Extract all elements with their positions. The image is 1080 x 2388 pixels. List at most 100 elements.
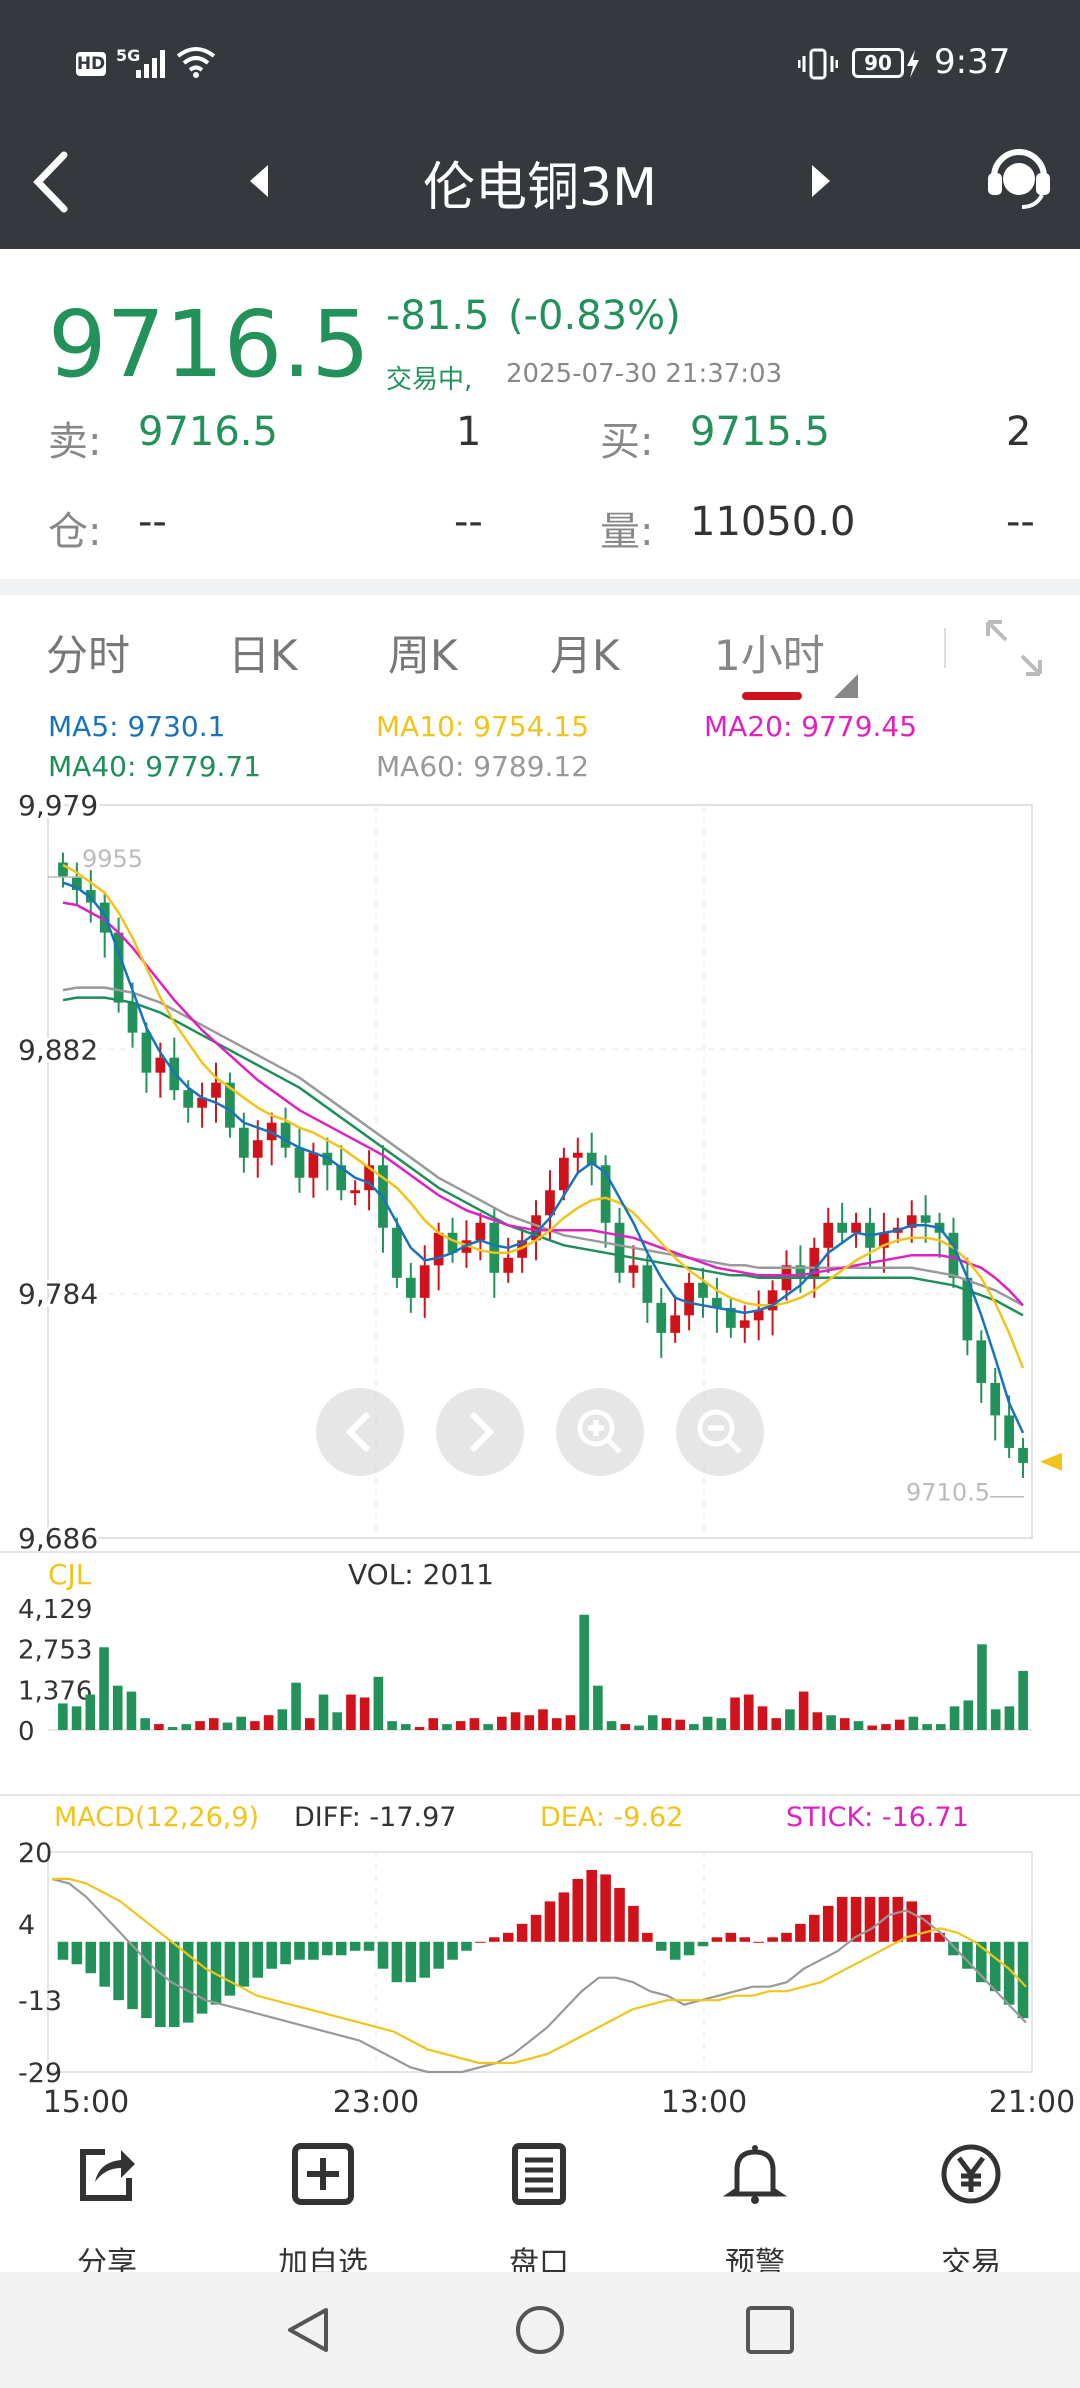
- volume-y-tick: 0: [18, 1717, 35, 1747]
- ma60-line: [62, 986, 1024, 1307]
- macd-stick-bar: [433, 1941, 444, 1969]
- share-icon: [80, 2149, 135, 2201]
- macd-stick-bar: [155, 1941, 166, 2028]
- macd-stick-bar: [502, 1932, 514, 1942]
- x-axis-tick: 23:00: [333, 2085, 419, 2120]
- candle-body: [211, 1082, 221, 1098]
- macd-stick-bar: [614, 1887, 625, 1942]
- macd-stick-bar: [669, 1941, 681, 1960]
- candle-body: [238, 1127, 249, 1158]
- volume-bar: [949, 1706, 960, 1730]
- ma20-legend: MA20: 9779.45: [704, 710, 918, 743]
- volume-bar: [510, 1712, 521, 1730]
- macd-stick-bar: [642, 1932, 653, 1942]
- customer-service-icon[interactable]: [986, 143, 1052, 213]
- tab-daily-k[interactable]: 日K: [228, 631, 298, 680]
- volume-bar: [743, 1694, 754, 1730]
- candle-body: [447, 1232, 458, 1253]
- volume-bar: [922, 1724, 932, 1730]
- volume-bar: [990, 1709, 1001, 1730]
- kline-chart[interactable]: 9,979 9,882 9,784 9,686 9955 9710.5 CJL VOL: 20…: [0, 780, 1080, 2120]
- candle-body: [1004, 1415, 1014, 1448]
- volume-bar: [647, 1715, 658, 1730]
- next-contract-icon[interactable]: [808, 163, 832, 199]
- candle-body: [642, 1265, 653, 1303]
- section-divider: [0, 579, 1080, 595]
- buy-qty: 2: [1006, 409, 1032, 455]
- volume-y-tick: 2,753: [18, 1636, 92, 1666]
- tab-intraday[interactable]: 分时: [46, 631, 131, 680]
- fullscreen-icon[interactable]: [982, 616, 1046, 680]
- charging-icon: [907, 50, 919, 78]
- candle-body: [225, 1082, 235, 1128]
- buy-label: 买:: [600, 419, 654, 465]
- price-change: -81.5: [386, 293, 490, 339]
- macd-stick-bar: [85, 1941, 97, 1974]
- volume-bar: [250, 1721, 260, 1730]
- status-bar: HD 5G 90 9:37: [0, 0, 1080, 125]
- candle-body: [183, 1090, 194, 1108]
- candle-body: [308, 1152, 319, 1178]
- candle-body: [503, 1257, 514, 1273]
- kline-frame: [47, 804, 1033, 1539]
- candle-body: [572, 1152, 583, 1158]
- volume-label: VOL: 2011: [348, 1558, 494, 1591]
- volume-bar: [867, 1725, 878, 1730]
- kline-y-tick: 9,882: [18, 1033, 98, 1066]
- nav-home-icon[interactable]: [514, 2304, 566, 2356]
- volume-bar: [277, 1709, 288, 1730]
- volume-bar: [757, 1706, 768, 1730]
- macd-stick-bar: [1003, 1941, 1015, 2005]
- tab-1-hour[interactable]: 1小时: [714, 631, 825, 680]
- ma10-line: [62, 863, 1025, 1369]
- volume-bar: [840, 1718, 850, 1730]
- macd-stick-bar: [572, 1878, 584, 1942]
- prev-contract-icon[interactable]: [248, 163, 272, 199]
- macd-stick-bar: [475, 1941, 486, 1943]
- macd-dea-line: [52, 1877, 1027, 2065]
- ma60-legend: MA60: 9789.12: [376, 750, 590, 783]
- macd-stick-bar: [795, 1923, 806, 1942]
- zoom-in-button[interactable]: [556, 1388, 644, 1476]
- nav-recents-icon[interactable]: [744, 2304, 796, 2356]
- volume-bar: [387, 1721, 397, 1730]
- candle-body: [684, 1282, 694, 1316]
- next-button[interactable]: [436, 1388, 524, 1476]
- candle-body: [670, 1315, 681, 1333]
- kline-y-tick: 9,784: [18, 1278, 98, 1311]
- ma5-legend: MA5: 9730.1: [48, 710, 226, 743]
- candle-body: [433, 1232, 444, 1266]
- macd-stick-bar: [781, 1932, 792, 1942]
- volume-bar: [785, 1709, 795, 1730]
- macd-y-tick: -29: [18, 2058, 62, 2089]
- candle-body: [879, 1232, 889, 1248]
- macd-stick-bar: [71, 1941, 83, 1965]
- macd-stick-bar: [127, 1941, 138, 2010]
- candle-body: [294, 1147, 305, 1178]
- macd-stick-bar: [377, 1941, 389, 1969]
- macd-stick-bar: [976, 1941, 987, 1983]
- macd-stick-bar: [989, 1941, 1001, 1992]
- tab-monthly-k[interactable]: 月K: [550, 631, 620, 680]
- volume-bar: [208, 1718, 219, 1730]
- volume-bar: [140, 1718, 150, 1730]
- sell-price: 9716.5: [138, 409, 278, 455]
- candle-body: [698, 1282, 708, 1298]
- volume-bar: [1018, 1670, 1028, 1730]
- candle-body: [725, 1307, 736, 1328]
- candle-body: [837, 1222, 848, 1233]
- candle-body: [739, 1320, 750, 1328]
- macd-stick-bar: [767, 1937, 778, 1942]
- back-arrow-icon[interactable]: [28, 147, 72, 217]
- tab-weekly-k[interactable]: 周K: [388, 631, 458, 680]
- candle-body: [545, 1190, 555, 1216]
- volume-bar: [579, 1614, 589, 1730]
- more-periods-triangle-icon[interactable]: [834, 674, 858, 698]
- nav-back-icon[interactable]: [282, 2304, 334, 2356]
- volume-title: CJL: [48, 1558, 92, 1591]
- macd-stick-bar: [516, 1923, 528, 1942]
- volume-bar: [483, 1724, 493, 1730]
- candle-body: [127, 1002, 138, 1033]
- prev-button[interactable]: [316, 1388, 404, 1476]
- zoom-out-button[interactable]: [676, 1388, 764, 1476]
